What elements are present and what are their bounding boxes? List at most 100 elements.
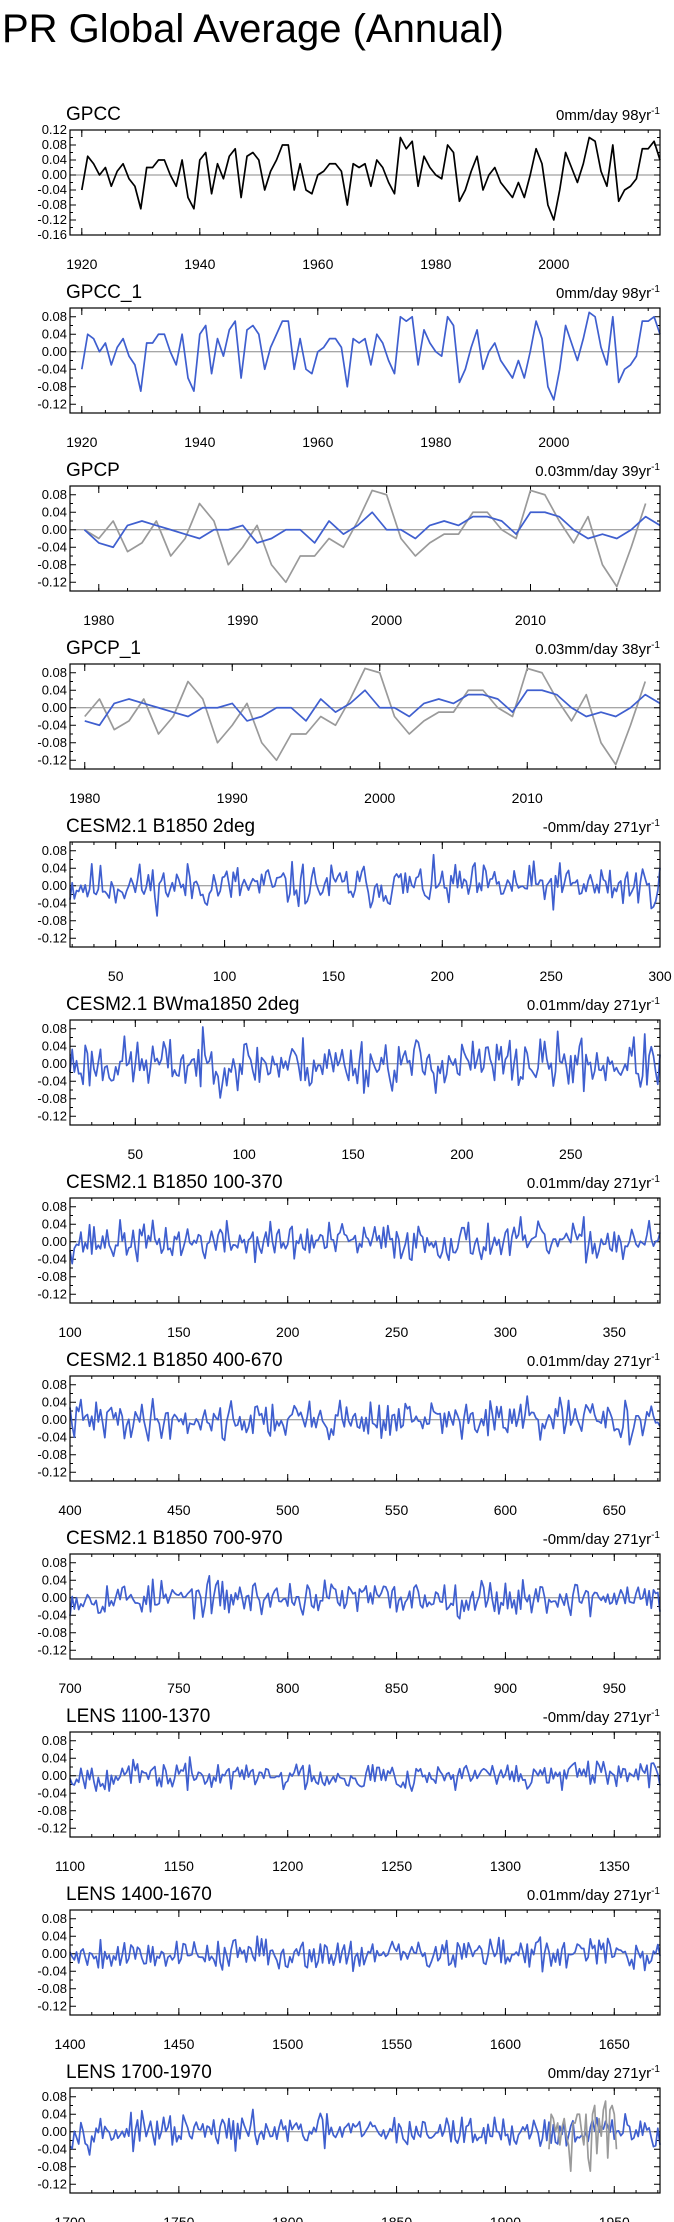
- y-tick-label: 0.00: [42, 2124, 67, 2139]
- chart-panel: GPCC 0mm/day 98yr-10.120.080.040.00-0.04-…: [37, 104, 661, 272]
- trend-label: -0mm/day 271yr-1: [543, 1530, 661, 1548]
- y-tick-label: -0.12: [37, 1286, 67, 1301]
- y-tick-label: 0.04: [42, 860, 67, 875]
- y-tick-label: 0.00: [42, 878, 67, 893]
- chart-panel: LENS 1400-1670 0.01mm/day 271yr-1 0.08 0.04…: [37, 1884, 661, 2052]
- trend-label: 0.03mm/day 38yr-1: [535, 640, 660, 658]
- panel-title: GPCC: [66, 104, 121, 125]
- x-tick-label: 1940: [184, 256, 215, 272]
- y-tick-label: -0.12: [37, 1998, 67, 2013]
- y-tick-label: 0.04: [42, 152, 67, 167]
- trend-label: 0.01mm/day 271yr-1: [527, 1886, 661, 1904]
- series-line: [69, 853, 661, 917]
- y-tick-label: -0.08: [37, 557, 67, 572]
- y-tick-label: 0.00: [42, 167, 67, 182]
- x-tick-label: 300: [648, 968, 672, 984]
- series-line: [69, 1026, 661, 1099]
- panel-title: GPCP_1: [66, 638, 141, 659]
- series-line: [69, 1935, 661, 1973]
- trend-label: 0.01mm/day 271yr-1: [527, 1174, 661, 1192]
- series-line: [84, 667, 647, 766]
- series-line: [84, 689, 661, 727]
- y-tick-label: -0.04: [37, 2141, 67, 2156]
- x-tick-label: 1980: [420, 434, 451, 450]
- x-tick-label: 1100: [55, 1858, 85, 1874]
- x-tick-label: 250: [559, 1146, 583, 1162]
- x-tick-label: 900: [494, 1680, 518, 1696]
- y-tick-label: -0.04: [37, 361, 67, 376]
- series-line: [69, 1395, 661, 1446]
- x-tick-label: 300: [494, 1324, 518, 1340]
- panel-title: CESM2.1 B1850 100-370: [66, 1172, 283, 1193]
- x-tick-label: 1800: [272, 2214, 303, 2222]
- y-tick-label: 0.04: [42, 1750, 67, 1765]
- trend-label: -0mm/day 271yr-1: [543, 1708, 661, 1726]
- panel-title: LENS 1100-1370: [66, 1706, 210, 1727]
- x-tick-label: 1920: [66, 434, 97, 450]
- x-tick-label: 1980: [83, 612, 114, 628]
- series-line: [548, 2100, 618, 2172]
- x-tick-label: 350: [603, 1324, 627, 1340]
- y-tick-label: -0.12: [37, 1820, 67, 1835]
- x-tick-label: 1990: [227, 612, 258, 628]
- x-tick-label: 1250: [381, 1858, 412, 1874]
- y-tick-label: -0.04: [37, 182, 67, 197]
- y-tick-label: 0.08: [42, 1911, 67, 1926]
- chart-panel: GPCC_1 0mm/day 98yr-1 0.08 0.04 0.00 -0.04 -0.…: [37, 282, 661, 450]
- y-tick-label: -0.12: [37, 1108, 67, 1123]
- y-tick-label: 0.08: [42, 1733, 67, 1748]
- x-tick-label: 450: [167, 1502, 191, 1518]
- series-line: [69, 1215, 661, 1265]
- y-tick-label: -0.04: [37, 1429, 67, 1444]
- y-tick-label: -0.08: [37, 379, 67, 394]
- x-tick-label: 1700: [54, 2214, 85, 2222]
- y-tick-label: -0.12: [37, 212, 67, 227]
- x-tick-label: 1350: [599, 1858, 630, 1874]
- y-tick-label: 0.04: [42, 1394, 67, 1409]
- x-tick-label: 250: [539, 968, 563, 984]
- x-tick-label: 2000: [538, 434, 569, 450]
- trend-label: 0mm/day 98yr-1: [556, 106, 660, 124]
- plot-frame: [69, 1553, 661, 1660]
- y-tick-label: -0.04: [37, 1251, 67, 1266]
- plot-frame: [69, 485, 661, 592]
- y-tick-label: -0.12: [37, 2176, 67, 2191]
- y-tick-label: 0.08: [42, 1021, 67, 1036]
- chart-panel: CESM2.1 B1850 100-370 0.01mm/day 271yr-1 0…: [37, 1172, 661, 1340]
- x-tick-label: 1300: [490, 1858, 521, 1874]
- x-tick-label: 200: [276, 1324, 300, 1340]
- panel-title: GPCC_1: [66, 282, 142, 303]
- y-tick-label: -0.04: [37, 1785, 67, 1800]
- x-tick-label: 850: [385, 1680, 409, 1696]
- series-line: [83, 511, 661, 549]
- y-tick-label: -0.12: [37, 930, 67, 945]
- x-tick-label: 500: [276, 1502, 300, 1518]
- chart-panel: GPCP 0.03mm/day 39yr-1 0.08 0.04 0.00 -0.04 -0…: [37, 460, 661, 628]
- x-tick-label: 150: [322, 968, 346, 984]
- trend-label: 0.01mm/day 271yr-1: [527, 996, 661, 1014]
- x-tick-label: 950: [603, 1680, 627, 1696]
- x-tick-label: 1980: [420, 256, 451, 272]
- panel-title: GPCP: [66, 460, 120, 481]
- x-tick-label: 1940: [184, 434, 215, 450]
- plot-frame: [69, 307, 661, 414]
- x-tick-label: 2010: [515, 612, 546, 628]
- x-tick-label: 1450: [163, 2036, 194, 2052]
- y-tick-label: -0.04: [37, 1963, 67, 1978]
- y-tick-label: 0.04: [42, 1572, 67, 1587]
- x-tick-label: 2000: [364, 790, 395, 806]
- x-tick-label: 1960: [302, 256, 333, 272]
- y-tick-label: -0.08: [37, 1803, 67, 1818]
- x-tick-label: 2000: [538, 256, 569, 272]
- x-tick-label: 1200: [272, 1858, 303, 1874]
- x-tick-label: 100: [232, 1146, 256, 1162]
- plot-frame: [69, 663, 661, 770]
- x-tick-label: 700: [58, 1680, 82, 1696]
- plot-frame: [69, 1197, 661, 1304]
- x-tick-label: 1500: [272, 2036, 303, 2052]
- x-tick-label: 50: [108, 968, 124, 984]
- x-tick-label: 150: [167, 1324, 191, 1340]
- y-tick-label: 0.08: [42, 309, 67, 324]
- series-line: [69, 1575, 661, 1620]
- y-tick-label: 0.04: [42, 2106, 67, 2121]
